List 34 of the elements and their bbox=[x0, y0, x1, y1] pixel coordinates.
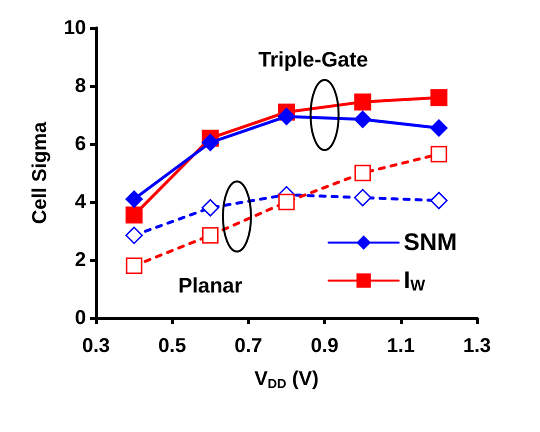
point bbox=[430, 89, 448, 106]
point bbox=[354, 110, 372, 128]
point bbox=[126, 258, 142, 274]
legend-label: SNM bbox=[404, 229, 458, 256]
y-tick-label: 8 bbox=[74, 75, 86, 97]
point bbox=[126, 206, 143, 224]
point bbox=[430, 119, 448, 138]
y-tick-label: 2 bbox=[74, 249, 86, 271]
y-tick-label: 6 bbox=[74, 133, 86, 155]
x-tick-label: 0.9 bbox=[310, 335, 339, 357]
y-tick-label: 10 bbox=[64, 17, 86, 39]
point bbox=[202, 227, 219, 244]
x-tick-label: 0.5 bbox=[158, 335, 186, 357]
point bbox=[354, 164, 371, 182]
point bbox=[202, 199, 220, 217]
point bbox=[354, 188, 372, 206]
x-tick-label: 0.7 bbox=[234, 335, 262, 357]
annotation: Planar bbox=[178, 274, 242, 298]
annotation: Triple-Gate bbox=[258, 48, 368, 72]
point bbox=[430, 146, 448, 162]
point bbox=[354, 93, 372, 110]
x-tick-label: 1.3 bbox=[463, 335, 491, 357]
legend-label: IW bbox=[404, 267, 426, 294]
point bbox=[125, 226, 143, 244]
x-tick-label: 1.1 bbox=[386, 335, 415, 357]
point bbox=[201, 134, 220, 152]
point bbox=[430, 192, 448, 210]
x-tick-label: 0.3 bbox=[82, 335, 110, 357]
point bbox=[278, 194, 295, 210]
y-tick-label: 0 bbox=[74, 307, 86, 329]
y-axis-title: Cell Sigma bbox=[29, 121, 51, 224]
point bbox=[278, 107, 296, 126]
y-tick-label: 4 bbox=[74, 191, 87, 213]
point bbox=[125, 190, 144, 208]
